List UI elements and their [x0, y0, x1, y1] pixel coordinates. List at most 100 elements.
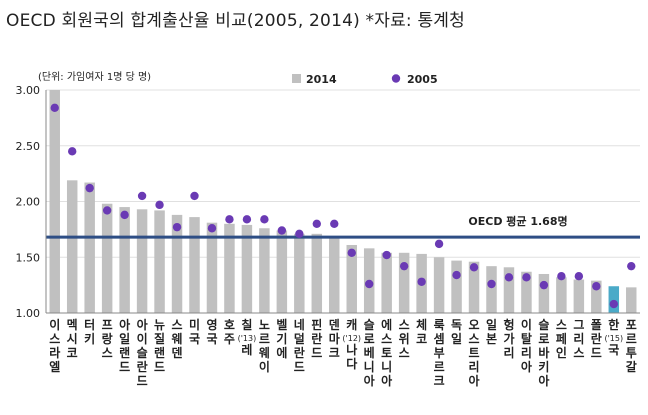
bar-2014	[224, 223, 235, 313]
svg-text:프랑스: 프랑스	[102, 318, 113, 360]
dot-2005	[382, 250, 391, 260]
svg-text:핀란드: 핀란드	[311, 317, 322, 360]
svg-text:독일: 독일	[451, 318, 462, 346]
bar-2014	[189, 217, 200, 313]
dot-2005	[627, 261, 636, 271]
svg-text:멕시코: 멕시코	[67, 317, 78, 360]
bar-2014	[241, 224, 253, 313]
svg-text:스웨덴: 스웨덴	[172, 318, 183, 360]
dot-2005	[399, 261, 409, 271]
bar-2014	[521, 271, 532, 313]
svg-text:영국: 영국	[206, 317, 217, 346]
svg-text:체코: 체코	[416, 317, 427, 346]
bar-2014	[626, 287, 637, 313]
dot-2005	[504, 273, 514, 282]
bar-2014	[451, 260, 462, 313]
x-tick-label: 칠 ('13) 레	[238, 317, 257, 357]
svg-text:헝가리: 헝가리	[503, 317, 514, 360]
dot-2005	[365, 279, 374, 289]
oecd-average: OECD 평균 1.68명	[46, 214, 640, 239]
dot-2005	[172, 222, 182, 232]
dot-2005	[190, 191, 199, 201]
dot-2005	[68, 147, 77, 156]
bar-2014	[398, 252, 410, 313]
svg-text:미국: 미국	[189, 317, 200, 346]
bar-2014	[171, 214, 183, 313]
bar-2014	[468, 261, 480, 313]
bar-2014	[66, 180, 78, 313]
bar-2014	[206, 222, 218, 313]
svg-text:덴마크: 덴마크	[329, 317, 340, 360]
y-tick-label: 3.00	[16, 84, 41, 97]
page-title: OECD 회원국의 합계출산율 비교(2005, 2014) *자료: 통계청	[6, 11, 465, 31]
bar-2014	[259, 228, 270, 313]
oecd-average-label: OECD 평균 1.68명	[468, 214, 567, 228]
bar-2014	[556, 277, 567, 313]
bar-2014	[538, 273, 550, 313]
dot-2005	[207, 224, 217, 233]
svg-text:일본: 일본	[486, 318, 497, 346]
legend-label-2014: 2014	[306, 73, 337, 86]
bar-2014	[486, 266, 497, 313]
dot-2005	[539, 280, 549, 290]
dot-2005	[50, 103, 59, 113]
dots-2005	[50, 103, 636, 309]
x-tick-label: 한 ('15) 국	[604, 317, 623, 357]
gridlines	[46, 89, 640, 314]
bar-2014	[346, 244, 357, 313]
svg-text:호주: 호주	[224, 318, 235, 346]
bar-2014	[49, 90, 60, 313]
dot-2005	[434, 239, 444, 249]
y-tick-label: 2.00	[16, 196, 41, 209]
y-axis: 3.00 2.50 2.00 1.50 1.00	[16, 84, 640, 320]
dot-2005	[155, 200, 164, 210]
dot-2005	[225, 215, 234, 224]
dot-2005	[452, 270, 461, 280]
dot-2005	[347, 248, 356, 257]
y-tick-label: 2.50	[16, 140, 41, 153]
dot-2005	[242, 215, 252, 224]
bar-2014	[608, 286, 620, 313]
dot-2005	[522, 273, 531, 282]
svg-text:터키: 터키	[84, 317, 95, 346]
dot-2005	[487, 279, 496, 289]
dot-2005	[312, 219, 321, 228]
dot-2005	[609, 299, 618, 309]
bar-2014	[591, 280, 602, 313]
bar-2014	[573, 279, 585, 313]
dot-2005	[295, 229, 304, 239]
legend-swatch-2005	[391, 74, 401, 83]
dot-2005	[102, 206, 112, 215]
dot-2005	[574, 272, 584, 281]
svg-text:스페인: 스페인	[556, 318, 567, 360]
svg-text:칠('13)레: 칠 ('13) 레	[238, 317, 257, 357]
bar-2014	[503, 267, 515, 313]
dot-2005	[557, 272, 566, 281]
bar-2014	[433, 257, 445, 313]
